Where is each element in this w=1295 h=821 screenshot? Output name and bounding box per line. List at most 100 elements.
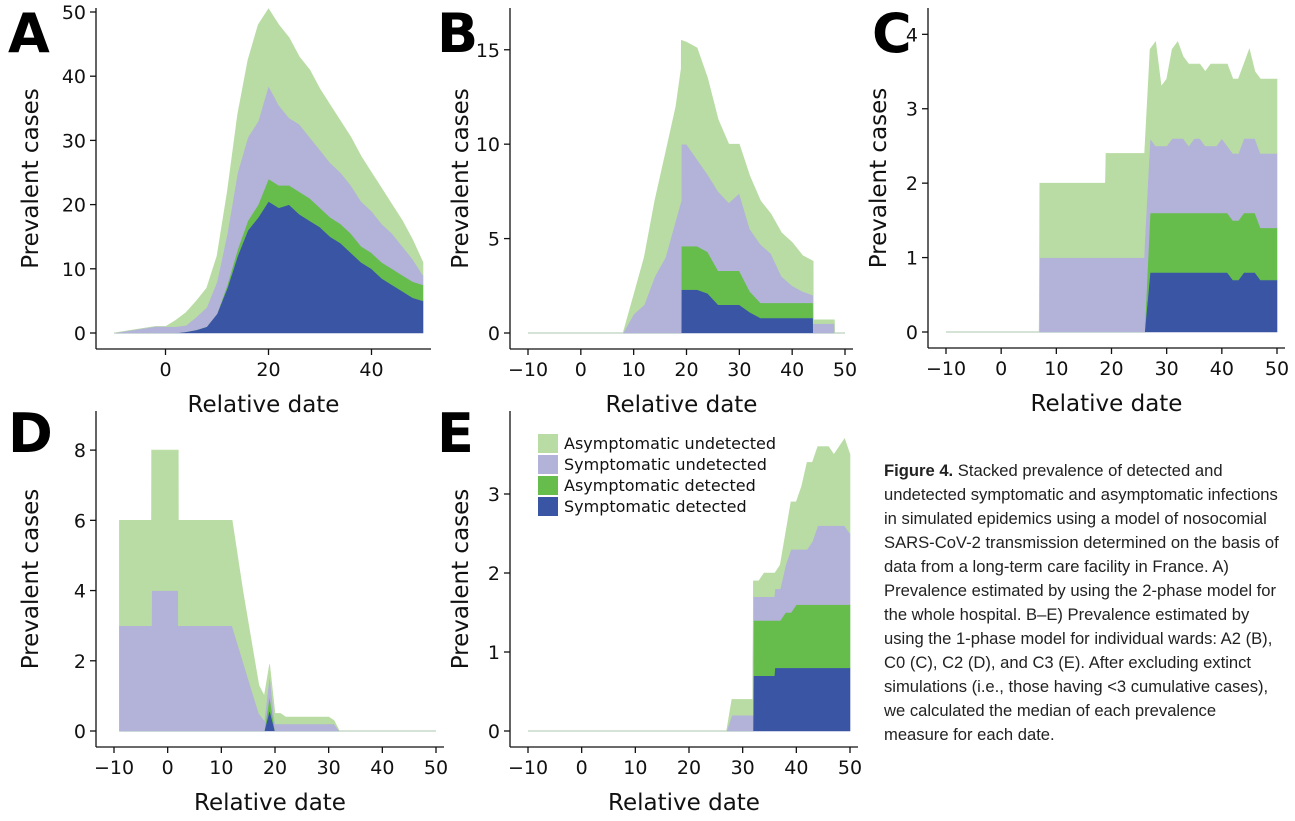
x-tick-label: 50 — [424, 757, 448, 779]
x-tick-label: 10 — [1044, 358, 1068, 380]
stacked-areas — [528, 438, 851, 732]
x-tick-label: 10 — [623, 757, 647, 779]
y-tick-label: 0 — [488, 323, 500, 345]
x-tick-label: 40 — [359, 359, 383, 381]
y-tick-label: 10 — [62, 259, 86, 281]
y-tick-label: 50 — [62, 2, 86, 24]
area-asymptomatic-undetected — [528, 39, 845, 334]
x-tick-label: 0 — [162, 757, 174, 779]
y-axis-title: Prevalent cases — [448, 489, 474, 670]
y-tick-label: 10 — [476, 134, 500, 156]
x-tick-label: 40 — [370, 757, 394, 779]
x-tick-label: −10 — [94, 757, 134, 779]
panel-a: 0 20 40 0 10 20 30 40 50 Relative date Prevalent c… — [8, 2, 431, 418]
legend-label-asymptomatic-detected: Asymptomatic detected — [564, 476, 756, 495]
x-axis-title: Relative date — [1031, 391, 1183, 417]
x-tick-label: 30 — [317, 757, 341, 779]
y-tick-label: 8 — [74, 440, 86, 462]
legend-swatch-symptomatic-detected — [538, 497, 558, 516]
y-tick-label: 4 — [906, 24, 918, 46]
x-tick-label: 20 — [1099, 358, 1123, 380]
legend: Asymptomatic undetected Symptomatic undet… — [538, 434, 776, 516]
x-tick-label: 0 — [159, 359, 171, 381]
area-asymptomatic-undetected — [528, 438, 851, 732]
y-tick-label: 0 — [74, 721, 86, 743]
stacked-areas — [119, 449, 436, 732]
x-tick-label: 40 — [784, 757, 808, 779]
y-tick-label: 30 — [62, 130, 86, 152]
legend-label-asymptomatic-undetected: Asymptomatic undetected — [564, 434, 776, 453]
area-asymptomatic-undetected — [946, 41, 1278, 333]
legend-swatch-asymptomatic-detected — [538, 476, 558, 495]
y-axis-title: Prevalent cases — [18, 489, 44, 670]
panel-letter: D — [8, 402, 53, 465]
area-asymptomatic-undetected — [113, 8, 424, 334]
y-tick-label: 2 — [906, 173, 918, 195]
panel-d: −10 0 10 20 30 40 50 0 2 4 6 8 Relative date Prevalen… — [8, 402, 448, 816]
y-tick-label: 4 — [74, 581, 86, 603]
y-tick-label: 0 — [488, 721, 500, 743]
y-axis-title: Prevalent cases — [866, 88, 892, 269]
y-axis-title: Prevalent cases — [448, 88, 474, 269]
x-axis-title: Relative date — [194, 790, 346, 816]
x-tick-label: 10 — [209, 757, 233, 779]
area-symptomatic-detected — [528, 667, 851, 732]
x-tick-label: 20 — [677, 757, 701, 779]
y-tick-label: 6 — [74, 510, 86, 532]
x-tick-label: 50 — [833, 359, 857, 381]
x-tick-label: −10 — [508, 359, 548, 381]
panel-letter: B — [437, 2, 478, 65]
y-tick-label: 3 — [906, 99, 918, 121]
x-tick-label: 50 — [1265, 358, 1289, 380]
x-tick-label: 40 — [1210, 358, 1234, 380]
x-tick-label: 0 — [995, 358, 1007, 380]
x-axis-title: Relative date — [608, 790, 760, 816]
x-tick-label: 0 — [575, 359, 587, 381]
panel-b: −10 0 10 20 30 40 50 0 5 10 15 Relative date Prevale… — [437, 2, 857, 418]
x-tick-label: 20 — [674, 359, 698, 381]
y-tick-label: 3 — [488, 484, 500, 506]
x-axis-title: Relative date — [606, 392, 758, 418]
x-tick-label: 20 — [263, 757, 287, 779]
y-tick-label: 15 — [476, 40, 500, 62]
x-tick-label: 10 — [622, 359, 646, 381]
panel-e: −10 0 10 20 30 40 50 0 1 2 3 Relative date Prevalent… — [437, 402, 862, 816]
x-tick-label: 30 — [727, 359, 751, 381]
figure-caption: Figure 4. Stacked prevalence of detected… — [884, 459, 1284, 747]
y-axis-title: Prevalent cases — [18, 88, 44, 269]
y-tick-label: 5 — [488, 229, 500, 251]
stacked-areas — [946, 41, 1278, 333]
legend-label-symptomatic-detected: Symptomatic detected — [564, 497, 747, 516]
y-tick-label: 0 — [74, 323, 86, 345]
x-tick-label: −10 — [926, 358, 966, 380]
x-tick-label: 50 — [838, 757, 862, 779]
stacked-areas — [113, 8, 424, 334]
x-tick-label: 40 — [780, 359, 804, 381]
x-tick-label: −10 — [508, 757, 548, 779]
x-axis-title: Relative date — [188, 392, 340, 418]
caption-label: Figure 4. — [884, 461, 954, 480]
legend-label-symptomatic-undetected: Symptomatic undetected — [564, 455, 767, 474]
area-symptomatic-undetected — [119, 590, 436, 732]
panel-letter: E — [437, 402, 474, 465]
area-asymptomatic-undetected — [119, 449, 436, 732]
panel-letter: C — [872, 2, 912, 65]
y-tick-label: 1 — [488, 642, 500, 664]
x-tick-label: 0 — [576, 757, 588, 779]
y-tick-label: 2 — [488, 563, 500, 585]
panel-c: −10 0 10 20 30 40 50 0 1 2 3 4 Relative date Prevalen… — [866, 2, 1289, 417]
legend-swatch-asymptomatic-undetected — [538, 434, 558, 453]
caption-text: Stacked prevalence of detected and undet… — [884, 461, 1279, 744]
x-tick-label: 20 — [256, 359, 280, 381]
y-tick-label: 2 — [74, 651, 86, 673]
y-tick-label: 20 — [62, 195, 86, 217]
y-tick-label: 40 — [62, 66, 86, 88]
panel-letter: A — [8, 2, 50, 65]
y-tick-label: 1 — [906, 248, 918, 270]
stacked-areas — [528, 39, 845, 334]
x-tick-label: 30 — [1155, 358, 1179, 380]
y-tick-label: 0 — [906, 322, 918, 344]
legend-swatch-symptomatic-undetected — [538, 455, 558, 474]
x-tick-label: 30 — [731, 757, 755, 779]
